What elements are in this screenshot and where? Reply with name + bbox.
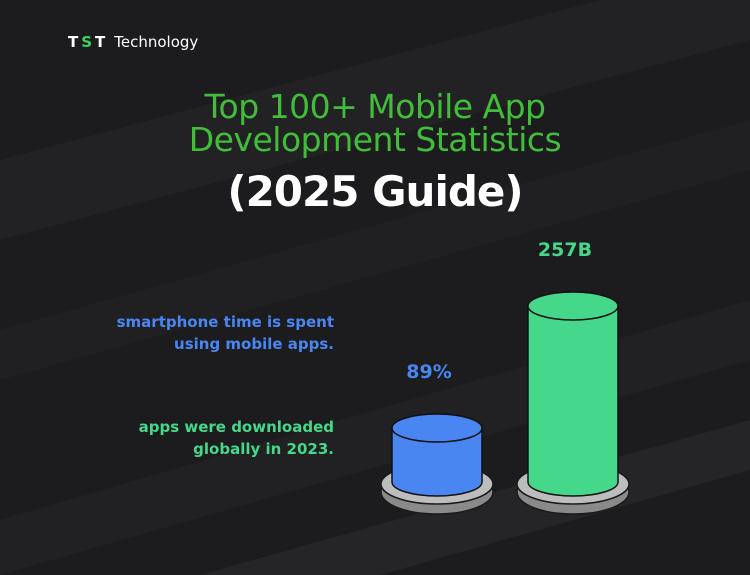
brand-mark-letter: S [81, 33, 96, 51]
brand-mark: TST [68, 33, 108, 51]
brand-logo: TST Technology [68, 31, 198, 53]
brand-name: Technology [114, 33, 199, 51]
brand-mark-letter: T [68, 33, 82, 51]
stat-description-line: smartphone time is spent [116, 313, 334, 331]
stat-description-line: using mobile apps. [174, 335, 334, 353]
bar-value-label: 257B [538, 239, 592, 261]
stat-description-app-time: smartphone time is spent using mobile ap… [117, 311, 334, 355]
bar-cylinder-body [391, 427, 483, 497]
bar-cylinder-top [527, 291, 619, 321]
title-line-2: Development Statistics [188, 120, 562, 159]
brand-mark-letter: T [95, 33, 109, 51]
title-line-1: Top 100+ Mobile App [204, 87, 546, 126]
subtitle: (2025 Guide) [227, 167, 523, 216]
bar-value-label: 89% [406, 361, 451, 383]
stat-description-downloads: apps were downloaded globally in 2023. [139, 416, 334, 460]
stat-description-line: globally in 2023. [193, 440, 334, 458]
stat-description-line: apps were downloaded [138, 418, 334, 436]
bar-cylinder-top [391, 413, 483, 443]
bar-cylinder-body [527, 305, 619, 497]
